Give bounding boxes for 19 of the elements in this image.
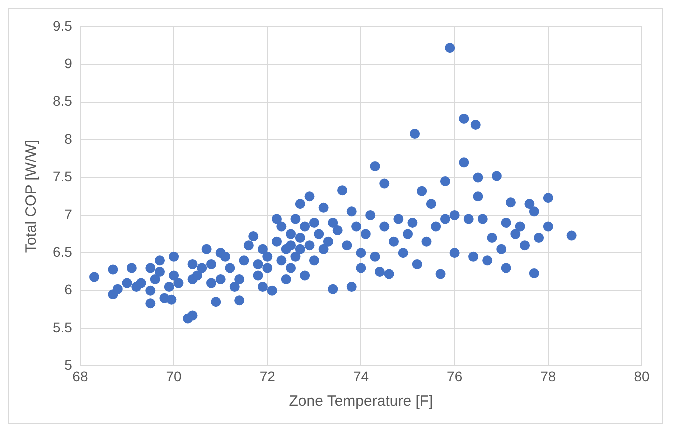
x-tick-label: 74 (353, 368, 370, 384)
y-tick-label: 7 (64, 206, 73, 222)
y-tick-label: 9.5 (52, 18, 73, 34)
x-tick-label: 68 (72, 368, 88, 384)
y-tick-label: 5 (64, 357, 73, 374)
y-tick-label: 5.5 (52, 319, 73, 336)
y-tick-label: 8 (64, 130, 73, 147)
x-tick-label: 70 (166, 368, 182, 384)
y-tick-label: 9 (64, 56, 73, 72)
y-tick-label: 6 (64, 282, 73, 298)
x-tick-label: 80 (634, 368, 650, 384)
y-tick-label: 6.5 (52, 244, 73, 260)
x-tick-label: 78 (540, 368, 556, 384)
x-tick-label: 76 (447, 368, 463, 384)
y-tick-label: 8.5 (52, 93, 73, 110)
y-tick-label: 7.5 (52, 168, 73, 185)
x-axis-title: Zone Temperature [F] (289, 393, 434, 410)
x-tick-label: 72 (260, 368, 276, 384)
y-axis-title: Total COP [W/W] (23, 140, 40, 254)
